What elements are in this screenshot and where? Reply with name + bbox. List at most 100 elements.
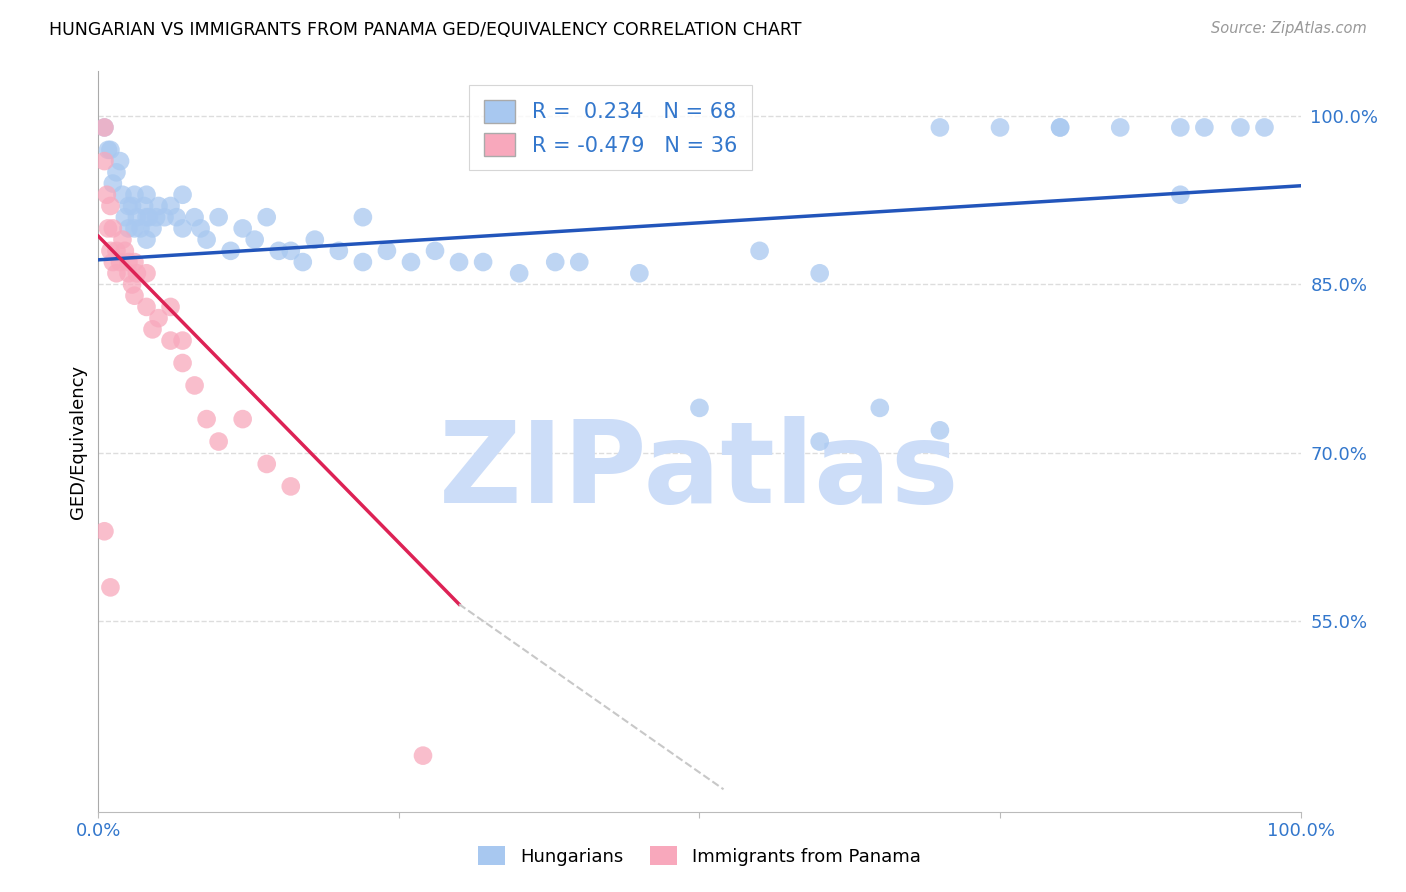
Point: [195, 233, 218, 247]
Point: [159, 300, 181, 314]
Point: [117, 266, 139, 280]
Point: [125, 210, 148, 224]
Point: [101, 221, 124, 235]
Point: [100, 244, 122, 258]
Point: [208, 210, 231, 224]
Point: [117, 255, 139, 269]
Point: [97, 221, 120, 235]
Point: [280, 479, 302, 493]
Point: [568, 255, 591, 269]
Point: [100, 580, 122, 594]
Point: [159, 334, 181, 348]
Text: ZIPatlas: ZIPatlas: [439, 416, 960, 526]
Point: [100, 143, 122, 157]
Point: [148, 311, 170, 326]
Point: [472, 255, 495, 269]
Point: [153, 210, 176, 224]
Point: [93, 524, 115, 539]
Point: [1170, 187, 1192, 202]
Point: [508, 266, 530, 280]
Point: [280, 244, 302, 258]
Point: [132, 199, 155, 213]
Point: [1049, 120, 1071, 135]
Point: [172, 187, 194, 202]
Point: [138, 210, 160, 224]
Point: [291, 255, 314, 269]
Point: [125, 266, 148, 280]
Point: [1049, 120, 1071, 135]
Point: [159, 199, 181, 213]
Point: [689, 401, 711, 415]
Point: [129, 221, 152, 235]
Point: [114, 210, 136, 224]
Point: [375, 244, 398, 258]
Point: [135, 266, 157, 280]
Text: HUNGARIAN VS IMMIGRANTS FROM PANAMA GED/EQUIVALENCY CORRELATION CHART: HUNGARIAN VS IMMIGRANTS FROM PANAMA GED/…: [49, 21, 801, 39]
Point: [1194, 120, 1216, 135]
Point: [96, 187, 118, 202]
Point: [183, 378, 205, 392]
Point: [172, 221, 194, 235]
Point: [135, 187, 157, 202]
Point: [183, 210, 205, 224]
Point: [412, 748, 434, 763]
Point: [105, 266, 128, 280]
Point: [172, 356, 194, 370]
Point: [808, 266, 831, 280]
Point: [124, 289, 146, 303]
Point: [124, 187, 146, 202]
Point: [124, 255, 146, 269]
Point: [869, 401, 891, 415]
Point: [114, 244, 136, 258]
Point: [256, 457, 278, 471]
Point: [304, 233, 326, 247]
Point: [988, 120, 1011, 135]
Point: [108, 154, 131, 169]
Point: [111, 187, 134, 202]
Point: [190, 221, 212, 235]
Point: [121, 277, 143, 292]
Point: [1170, 120, 1192, 135]
Point: [135, 300, 157, 314]
Point: [101, 177, 124, 191]
Point: [105, 244, 128, 258]
Point: [808, 434, 831, 449]
Point: [101, 255, 124, 269]
Point: [93, 120, 115, 135]
Point: [219, 244, 242, 258]
Y-axis label: GED/Equivalency: GED/Equivalency: [69, 365, 87, 518]
Point: [111, 233, 134, 247]
Point: [117, 221, 139, 235]
Point: [135, 233, 157, 247]
Point: [148, 199, 170, 213]
Point: [208, 434, 231, 449]
Point: [135, 210, 157, 224]
Point: [172, 334, 194, 348]
Point: [108, 255, 131, 269]
Point: [145, 210, 167, 224]
Point: [232, 412, 254, 426]
Point: [141, 322, 163, 336]
Point: [352, 255, 374, 269]
Legend: Hungarians, Immigrants from Panama: Hungarians, Immigrants from Panama: [471, 839, 928, 873]
Point: [267, 244, 290, 258]
Point: [447, 255, 470, 269]
Point: [121, 199, 143, 213]
Point: [399, 255, 422, 269]
Point: [928, 423, 950, 437]
Point: [97, 143, 120, 157]
Point: [166, 210, 188, 224]
Point: [544, 255, 567, 269]
Point: [928, 120, 950, 135]
Point: [423, 244, 446, 258]
Point: [100, 199, 122, 213]
Point: [1229, 120, 1251, 135]
Point: [748, 244, 770, 258]
Point: [232, 221, 254, 235]
Point: [256, 210, 278, 224]
Point: [93, 154, 115, 169]
Point: [352, 210, 374, 224]
Point: [117, 199, 139, 213]
Point: [1109, 120, 1132, 135]
Point: [628, 266, 651, 280]
